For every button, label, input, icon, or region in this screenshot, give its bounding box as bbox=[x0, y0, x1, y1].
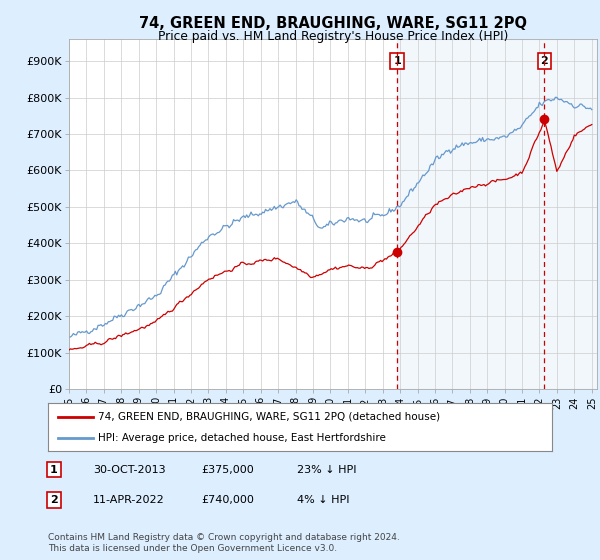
Text: £740,000: £740,000 bbox=[201, 495, 254, 505]
Text: 11-APR-2022: 11-APR-2022 bbox=[93, 495, 165, 505]
Text: 74, GREEN END, BRAUGHING, WARE, SG11 2PQ: 74, GREEN END, BRAUGHING, WARE, SG11 2PQ bbox=[139, 16, 527, 31]
Text: Price paid vs. HM Land Registry's House Price Index (HPI): Price paid vs. HM Land Registry's House … bbox=[158, 30, 508, 43]
Text: 4% ↓ HPI: 4% ↓ HPI bbox=[297, 495, 349, 505]
Bar bbox=[397, 39, 597, 389]
Text: 2: 2 bbox=[541, 56, 548, 66]
Text: 1: 1 bbox=[50, 465, 58, 475]
Text: 74, GREEN END, BRAUGHING, WARE, SG11 2PQ (detached house): 74, GREEN END, BRAUGHING, WARE, SG11 2PQ… bbox=[98, 412, 440, 422]
Text: Contains HM Land Registry data © Crown copyright and database right 2024.
This d: Contains HM Land Registry data © Crown c… bbox=[48, 533, 400, 553]
Text: £375,000: £375,000 bbox=[201, 465, 254, 475]
Text: 30-OCT-2013: 30-OCT-2013 bbox=[93, 465, 166, 475]
Text: 2: 2 bbox=[50, 495, 58, 505]
Text: 23% ↓ HPI: 23% ↓ HPI bbox=[297, 465, 356, 475]
Text: 1: 1 bbox=[393, 56, 401, 66]
Text: HPI: Average price, detached house, East Hertfordshire: HPI: Average price, detached house, East… bbox=[98, 433, 386, 444]
